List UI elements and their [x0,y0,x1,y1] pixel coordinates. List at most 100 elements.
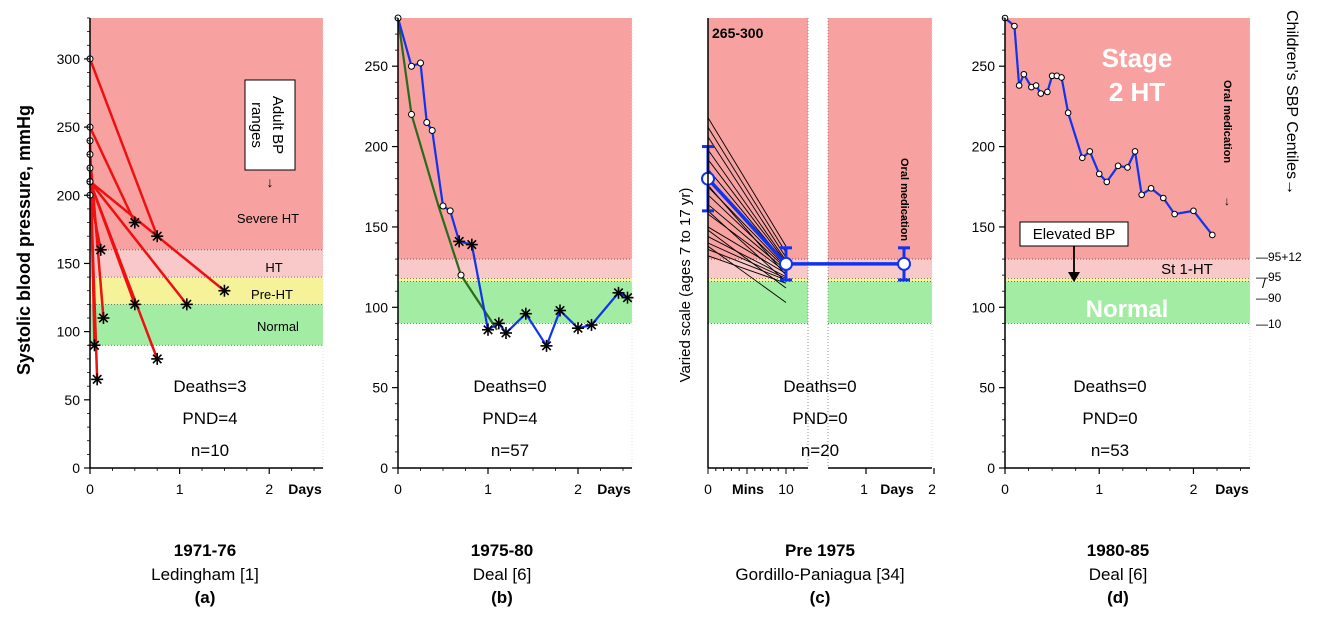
zone-band-1 [398,259,632,279]
end-point-2-stroke [89,340,100,351]
caption-b-year: 1975-80 [471,541,533,560]
blue-star-point [492,317,505,330]
data-point [1131,148,1139,155]
end-point-1 [128,216,141,229]
x-tick-label: 1 [1095,481,1103,497]
patient-line-3 [707,149,787,261]
stat-0: Deaths=0 [473,377,546,396]
data-point [1064,109,1072,117]
zone-label-2: Pre-HT [251,287,293,302]
stat-2: n=53 [1091,441,1129,460]
end-point-3 [97,312,110,324]
patient-line-18 [707,229,787,289]
zone-label-stage2-line1: Stage [1102,43,1173,73]
zone-band-2 [398,278,632,282]
data-point [1190,207,1197,215]
stat-2: n=10 [191,441,229,460]
x-tick-label: 1 [176,481,184,497]
down-arrow-icon: ↓ [1224,194,1230,208]
blue-star-point-stroke [586,320,597,330]
y-tick-label: 250 [972,58,996,74]
x-axis-title: Days [597,481,631,497]
blue-star-point-stroke [541,341,552,351]
caption-a-year: 1971-76 [174,541,236,560]
zone-band-0 [398,18,632,260]
blue-star-point [500,327,512,339]
caption-d-year: 1980-85 [1087,541,1149,560]
data-point [1020,70,1028,78]
centile-tick-3: —10 [1256,317,1282,331]
y-tick-label: 200 [57,187,81,203]
blue-star-point [453,235,466,248]
data-point [1078,154,1086,162]
data-point [1103,178,1111,186]
centiles-label: Children's SBP Centiles→ [1283,10,1300,195]
zone-band-3 [90,304,323,346]
patient-line-11 [707,226,787,274]
y-tick-label: 200 [365,139,389,155]
caption-c-label: (c) [810,588,831,607]
end-point-5-stroke [219,285,230,296]
down-arrow-icon: ↓ [901,207,907,221]
corner-note: 265-300 [712,25,764,41]
x-tick-label: 1 [484,481,492,497]
centile-tick-0: —95+12 [1256,250,1302,264]
stat-1: PND=0 [792,409,847,428]
y-tick-label: 250 [57,119,81,135]
zone-band-2 [1005,278,1250,282]
y-tick-label: 0 [987,460,995,476]
patient-line-2 [707,136,787,258]
series-line-7 [89,180,188,306]
y-tick-label: 250 [365,58,389,74]
x-tick-label: 2 [1190,481,1198,497]
data-point [1147,185,1155,192]
patient-line-13 [707,242,787,279]
series-line-9 [88,195,102,251]
data-point [1037,90,1045,97]
blue-star-point-stroke [466,239,477,250]
y-tick-label: 100 [365,299,389,315]
blue-star-point [621,291,634,304]
data-point [1124,164,1131,171]
data-point [1095,170,1103,178]
zone-band-3 [1005,281,1250,324]
blue-star-point [540,339,553,352]
adult-bp-box-frame [244,79,296,171]
series-line-0 [88,58,159,237]
y-tick-label: 150 [972,219,996,235]
caption-b: 1975-80 Deal [6] (b) [471,541,533,607]
blue-point [439,202,447,210]
end-point-3-stroke [98,313,109,323]
blue-point [423,118,431,126]
y-tick-label: 100 [57,324,81,340]
adult-bp-line2: ranges [248,102,265,148]
end-point-4-stroke [92,374,102,385]
zone-label-3: Normal [257,319,299,334]
zone-band-1 [90,249,323,278]
end-point-6 [151,352,164,365]
blue-star-point-stroke [501,328,511,338]
series-line-8 [88,181,136,305]
centile-slash: / [1262,275,1266,291]
patient-line-16 [707,184,787,276]
blue-star-point-stroke [613,288,624,298]
y-tick-label: 150 [57,255,81,271]
patient-line-0 [707,117,787,247]
panel-c: 265-300 Oral medication↓ 0 Mins 10 1 Days 2 Vari… [677,18,936,497]
x-tick-label: 0 [86,481,94,497]
blue-star-point [482,323,494,336]
y-tick-label: 50 [64,392,80,408]
end-point-9-stroke [95,245,106,255]
caption-c-source: Gordillo-Paniagua [34] [735,565,904,584]
y-axis-title: Systolic blood pressure, mmHg [14,105,34,375]
caption-c: Pre 1975 Gordillo-Paniagua [34] (c) [735,541,904,607]
stat-1: PND=4 [482,409,537,428]
end-point-0-stroke [152,231,163,241]
panel-d: Stage 2 HT St 1-HT Normal Elevated BP Oral me… [972,10,1302,497]
zone-label-stage2-line2: 2 HT [1109,77,1165,107]
blue-star-point [554,304,566,317]
blue-star-point-stroke [573,323,583,333]
x-tick-label: 2 [574,481,582,497]
